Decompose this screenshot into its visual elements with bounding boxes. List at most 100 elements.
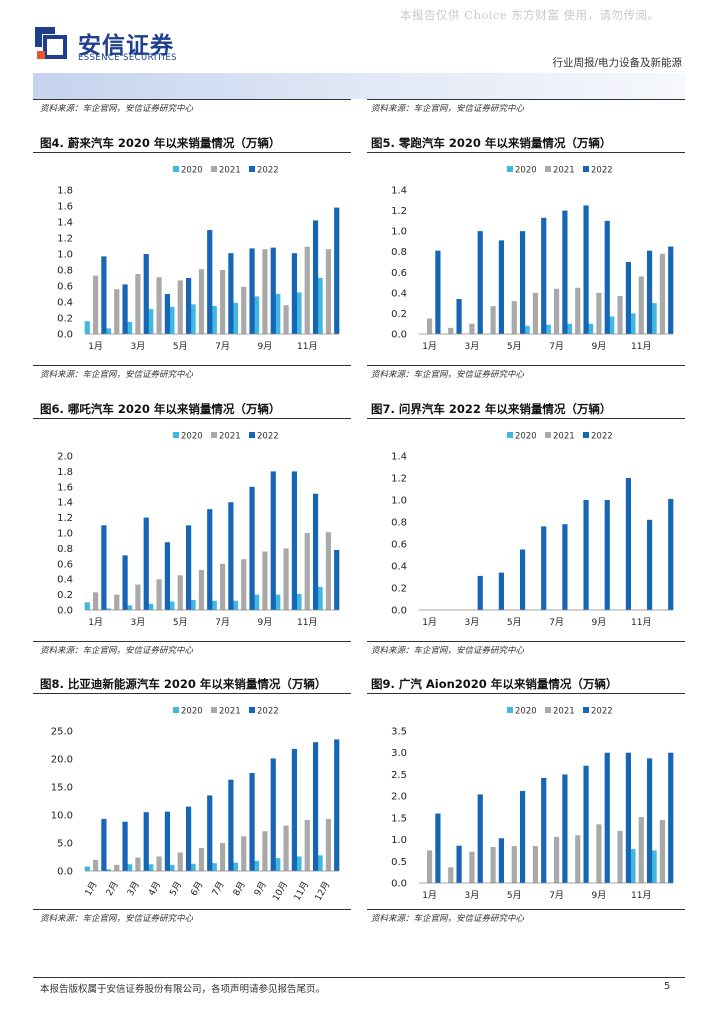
bar-2022-11 [646,250,653,334]
x-tick-label: 11月 [631,890,651,901]
bar-2022-5 [185,806,192,871]
bar-2022-3 [477,231,483,334]
x-tick-label: 5月 [167,880,184,898]
bar-2020-8 [232,600,239,610]
bar-2021-4 [156,856,162,871]
divider [367,365,685,366]
chart-fig7: 2020 2021 2022 0.0 0.2 0.4 0.6 0.8 1.0 1.2 1.4 1月 3月… [367,424,685,634]
y-tick-label: 1.0 [57,529,73,540]
source-note: 资料来源：车企官网，安信证券研究中心 [371,370,525,380]
bar-2022-12 [668,498,674,610]
bar-2020-1 [84,602,90,610]
bar-2022-10 [625,262,632,334]
bar-2022-10 [625,752,632,883]
bar-2022-4 [498,572,505,610]
x-tick-label: 1月 [422,617,437,628]
bar-2022-8 [583,205,589,334]
bar-2021-10 [283,825,289,871]
bar-2022-8 [249,486,255,610]
bar-2020-2 [105,869,112,871]
bar-2020-11 [296,292,302,334]
bar-2022-1 [101,818,107,871]
bar-2021-7 [219,270,226,334]
bar-2022-8 [249,773,255,871]
bar-2022-8 [249,248,255,334]
y-tick-label: 0.4 [391,288,407,299]
legend-label: 2021 [219,707,241,717]
y-tick-label: 1.4 [57,498,73,509]
y-tick-label: 0.6 [57,559,73,570]
bar-2022-12 [668,246,674,334]
source-note: 资料来源：车企官网，安信证券研究中心 [40,914,194,924]
legend-label: 2020 [181,166,203,176]
y-tick-label: 2.0 [57,452,73,463]
brand-logo: 安信证券 ESSENCE SECURITIES [33,25,233,67]
bar-2021-12 [325,532,332,610]
legend-label: 2021 [219,166,241,176]
bar-2020-5 [169,601,175,610]
bar-2020-4 [148,864,154,871]
bar-2021-3 [469,323,475,334]
divider [33,152,351,153]
divider [33,641,351,642]
y-tick-label: 25.0 [51,727,73,738]
y-tick-label: 1.2 [57,513,73,524]
x-tick-label: 9月 [252,880,269,898]
x-tick-label: 3月 [131,617,146,628]
y-tick-label: 0.0 [57,867,73,878]
bar-2021-12 [659,820,666,883]
source-note: 资料来源：车企官网，安信证券研究中心 [371,914,525,924]
bar-2020-9 [253,296,260,334]
legend-swatch [545,707,551,713]
bar-2021-12 [659,253,666,334]
x-tick-label: 11月 [631,341,651,352]
bar-2021-7 [553,288,560,334]
y-tick-label: 10.0 [51,811,73,822]
bar-2021-7 [219,563,226,610]
divider [33,365,351,366]
bar-2022-10 [625,478,632,610]
divider [33,418,351,419]
footer-disclaimer: 本报告版权属于安信证券股份有限公司，各项声明请参见报告尾页。 [40,984,326,995]
y-tick-label: 15.0 [51,783,73,794]
bar-2022-5 [519,549,526,610]
x-tick-label: 5月 [507,341,522,352]
y-tick-label: 0.0 [391,606,407,617]
legend-swatch [211,707,217,713]
bar-2021-3 [469,851,475,883]
bar-2022-1 [435,813,441,883]
bar-2022-3 [143,254,149,334]
x-tick-label: 7月 [210,880,227,898]
y-tick-label: 1.0 [391,227,407,238]
legend-swatch [583,707,589,713]
divider [367,418,685,419]
bar-2020-6 [190,304,196,334]
y-tick-label: 0.5 [391,857,407,868]
legend-swatch [583,166,589,172]
bar-2022-5 [519,231,526,334]
y-tick-label: 0.8 [391,518,407,529]
legend-swatch [249,166,255,172]
bar-2020-12 [317,278,323,334]
bar-2021-8 [241,559,247,610]
source-note: 资料来源：车企官网，安信证券研究中心 [40,646,194,656]
bar-2022-12 [334,207,340,334]
divider [367,909,685,910]
chart-fig6: 2020 2021 2022 0.0 0.2 0.4 0.6 0.8 1.0 1.2 1.4 1.6 1… [33,424,351,634]
chart-svg: 2020 2021 2022 0.0 0.2 0.4 0.6 0.8 1.0 1.2 1.4 1.6 1… [57,432,340,628]
x-tick-label: 11月 [297,617,317,628]
bar-2022-2 [456,845,462,883]
y-tick-label: 5.0 [57,839,73,850]
legend-swatch [211,166,217,172]
bar-2022-5 [185,525,192,610]
x-tick-label: 12月 [313,880,333,903]
bar-2021-2 [448,327,454,334]
bar-2021-1 [92,592,99,610]
bar-2020-12 [651,303,657,334]
bar-2022-9 [604,752,610,883]
y-tick-label: 1.8 [57,467,73,478]
bar-2021-3 [135,857,141,871]
bar-2020-3 [126,605,133,610]
bar-2021-10 [283,305,289,334]
bar-2022-7 [228,779,234,871]
